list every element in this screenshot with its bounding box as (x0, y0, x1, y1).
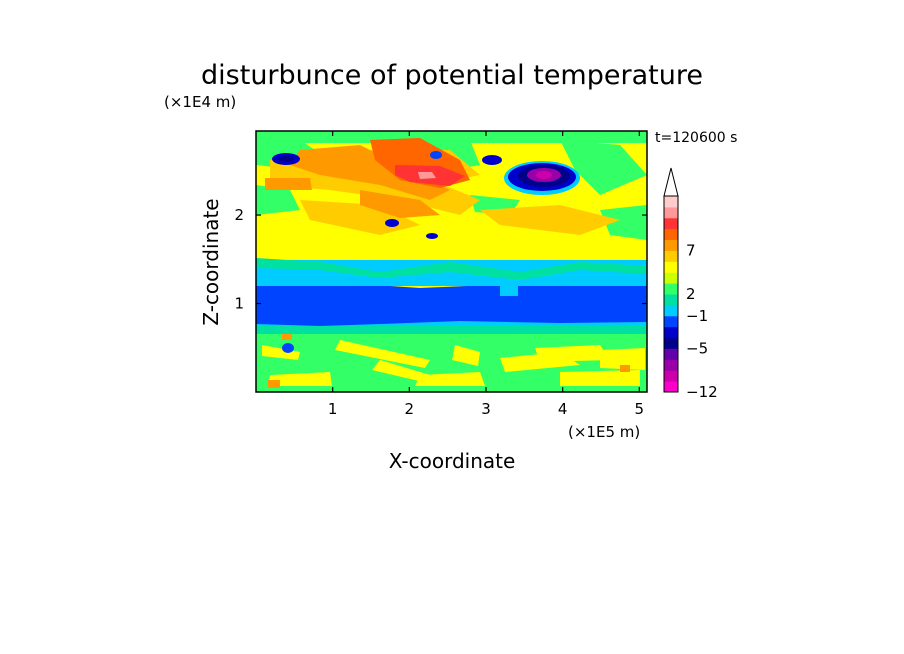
y-tick-label: 1 (234, 295, 244, 313)
colorbar-swatch (664, 294, 678, 306)
cold-patch-mid (482, 155, 502, 165)
colorbar-swatch (664, 337, 678, 349)
cold-core-magenta (536, 171, 552, 179)
colorbar-swatch (664, 261, 678, 273)
layer-blue-band (256, 282, 647, 326)
colorbar-swatch (664, 272, 678, 284)
x-tick-label: 3 (481, 400, 491, 418)
colorbar-swatch (664, 217, 678, 230)
colorbar-swatch (664, 196, 678, 208)
colorbar-frame (663, 195, 679, 393)
x-axis: 1 2 3 4 5 (328, 131, 644, 418)
colorbar-swatch (664, 206, 678, 219)
y-tick-label: 2 (234, 206, 244, 224)
cold-notch (500, 280, 518, 296)
plot-area (256, 131, 647, 392)
chart-title: disturbunce of potential temperature (201, 60, 703, 91)
y-axis: 12 (234, 206, 647, 313)
time-label: t=120600 s (655, 130, 737, 146)
colorbar-swatch (664, 348, 678, 360)
colorbar-swatch (664, 326, 678, 339)
colorbar-swatch (664, 359, 678, 371)
colorbar-swatch (664, 250, 678, 262)
y-axis-label: Z-coordinate (199, 198, 223, 325)
cold-patch-left-inner (278, 156, 294, 162)
colorbar-swatch (664, 370, 678, 382)
layer-upper-green (256, 131, 647, 143)
x-tick-label: 4 (558, 400, 568, 418)
layer-green-upper (256, 258, 647, 280)
colorbar-swatch (664, 381, 678, 393)
colorbar-arrow (663, 167, 679, 197)
colorbar-swatch (664, 239, 678, 251)
colorbar-label: −5 (686, 339, 708, 357)
x-axis-label: X-coordinate (389, 449, 516, 473)
colorbar-label: −12 (686, 383, 718, 401)
x-tick-label: 2 (405, 400, 415, 418)
colorbar-swatch (664, 315, 678, 328)
colorbar: −12−5−127 (663, 167, 718, 401)
x-unit-label: (×1E5 m) (568, 423, 640, 441)
colorbar-swatch (664, 228, 678, 241)
x-tick-label: 5 (635, 400, 645, 418)
x-tick-label: 1 (328, 400, 338, 418)
cold-patch-lowleft (282, 343, 294, 353)
cold-patch-low1 (385, 219, 399, 227)
upper-darkorange-bands (265, 145, 450, 218)
plot-frame (255, 130, 648, 393)
layer-bottom-yellow-streaks (262, 340, 645, 386)
cold-patch-top (430, 151, 442, 159)
colorbar-swatch (664, 304, 678, 317)
cold-patch-low2 (426, 233, 438, 239)
colorbar-label: −1 (686, 307, 708, 325)
colorbar-label: 7 (686, 241, 696, 259)
warm-core-inner (418, 172, 436, 179)
colorbar-swatch (664, 283, 678, 295)
colorbar-label: 2 (686, 285, 696, 303)
y-unit-label: (×1E4 m) (164, 93, 236, 111)
